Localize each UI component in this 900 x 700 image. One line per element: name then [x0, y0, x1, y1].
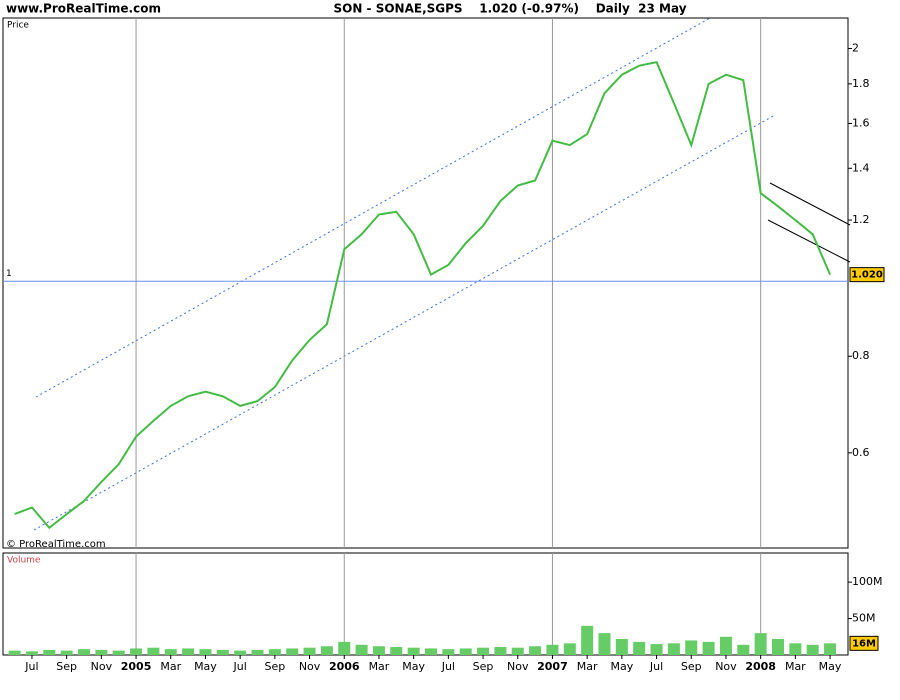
x-tick-label: Nov: [507, 660, 529, 673]
y-tick-label: 1.6: [852, 116, 870, 129]
x-tick-label: May: [402, 660, 425, 673]
volume-bar: [95, 649, 108, 655]
volume-bar: [216, 649, 229, 655]
x-tick-label: 2006: [329, 660, 360, 673]
price-panel-label: Price: [7, 21, 29, 31]
volume-bar: [372, 646, 385, 655]
volume-bar: [494, 646, 507, 655]
channel-upper: [35, 17, 711, 398]
volume-bar: [43, 649, 56, 655]
volume-bar: [667, 643, 680, 655]
x-tick-label: 2005: [121, 660, 152, 673]
volume-bar: [719, 636, 732, 655]
volume-bar: [633, 641, 646, 655]
last-volume-box: [849, 635, 879, 651]
volume-bar: [702, 641, 715, 655]
x-tick-label: Sep: [473, 660, 494, 673]
last-value-label: 1.020: [851, 270, 883, 281]
down-channel-lower: [767, 219, 851, 263]
x-tick-label: 2008: [745, 660, 776, 673]
site-name: www.ProRealTime.com: [6, 2, 161, 16]
volume-bar: [286, 648, 299, 655]
volume-bar: [459, 648, 472, 655]
x-tick-label: Jul: [649, 660, 663, 673]
y-tick-label: 0.8: [852, 349, 870, 362]
volume-bar: [477, 647, 490, 655]
reference-label: 1: [6, 269, 12, 279]
volume-bar: [581, 625, 594, 655]
volume-bar: [25, 651, 38, 655]
y-tick-label: 50M: [852, 612, 876, 625]
volume-bar: [598, 633, 611, 655]
volume-bar: [130, 648, 143, 655]
volume-bar: [685, 640, 698, 655]
last-volume-label: 16M: [852, 638, 876, 649]
volume-bar: [164, 649, 177, 655]
x-tick-label: Sep: [56, 660, 77, 673]
volume-bar: [772, 638, 784, 655]
x-tick-label: Jul: [441, 660, 455, 673]
volume-bar: [546, 644, 559, 655]
price-line: [14, 61, 832, 530]
volume-bar: [390, 646, 403, 655]
volume-bar: [789, 643, 802, 655]
x-tick-label: Mar: [577, 660, 598, 673]
y-tick-label: 1.2: [852, 213, 870, 226]
volume-bar: [650, 644, 663, 655]
y-tick-label: 2: [852, 41, 859, 54]
down-channel-upper: [769, 182, 851, 226]
x-tick-label: May: [194, 660, 217, 673]
x-tick-label: Sep: [264, 660, 285, 673]
volume-bar: [112, 650, 125, 655]
volume-bar: [78, 649, 90, 655]
copyright: © ProRealTime.com: [6, 539, 106, 550]
y-tick-label: 1.8: [852, 77, 870, 90]
volume-bar: [529, 646, 542, 655]
volume-bar: [147, 647, 160, 655]
volume-bar: [615, 638, 628, 655]
y-tick-label: 100M: [852, 575, 883, 588]
volume-bar: [806, 644, 819, 655]
volume-bar: [737, 644, 750, 655]
x-tick-label: Mar: [785, 660, 806, 673]
volume-bar: [754, 633, 767, 655]
volume-bar: [563, 643, 576, 655]
x-tick-label: Mar: [369, 660, 390, 673]
last-value-box: [849, 267, 885, 283]
volume-bar: [303, 647, 316, 655]
chart-header: SON - SONAE,SGPS 1.020 (-0.97%) Daily 23…: [333, 2, 686, 16]
volume-bar: [511, 647, 524, 655]
volume-bar: [320, 646, 333, 655]
x-tick-label: Jul: [24, 660, 38, 673]
volume-bar: [338, 641, 351, 655]
price-frame: [2, 17, 849, 549]
volume-bar: [268, 649, 281, 655]
x-tick-label: Sep: [681, 660, 702, 673]
x-tick-label: Jul: [233, 660, 247, 673]
volume-bar: [355, 644, 368, 655]
volume-bar: [442, 649, 455, 655]
x-tick-label: May: [610, 660, 633, 673]
y-tick-label: 0.6: [852, 446, 870, 459]
volume-bar: [407, 647, 420, 655]
volume-panel-label: Volume: [7, 556, 41, 566]
volume-bar: [251, 649, 264, 655]
x-tick-label: 2007: [537, 660, 568, 673]
volume-bar: [425, 648, 437, 655]
volume-bar: [234, 650, 247, 655]
volume-bar: [182, 648, 195, 655]
y-tick-label: 1.4: [852, 161, 870, 174]
volume-bar: [60, 650, 73, 655]
x-tick-label: May: [819, 660, 842, 673]
volume-bar: [8, 650, 21, 655]
x-tick-label: Mar: [160, 660, 181, 673]
channel-lower: [33, 114, 776, 531]
volume-bar: [824, 643, 837, 655]
x-tick-label: Nov: [715, 660, 737, 673]
x-tick-label: Nov: [299, 660, 321, 673]
x-tick-label: Nov: [91, 660, 113, 673]
volume-bar: [199, 649, 212, 655]
